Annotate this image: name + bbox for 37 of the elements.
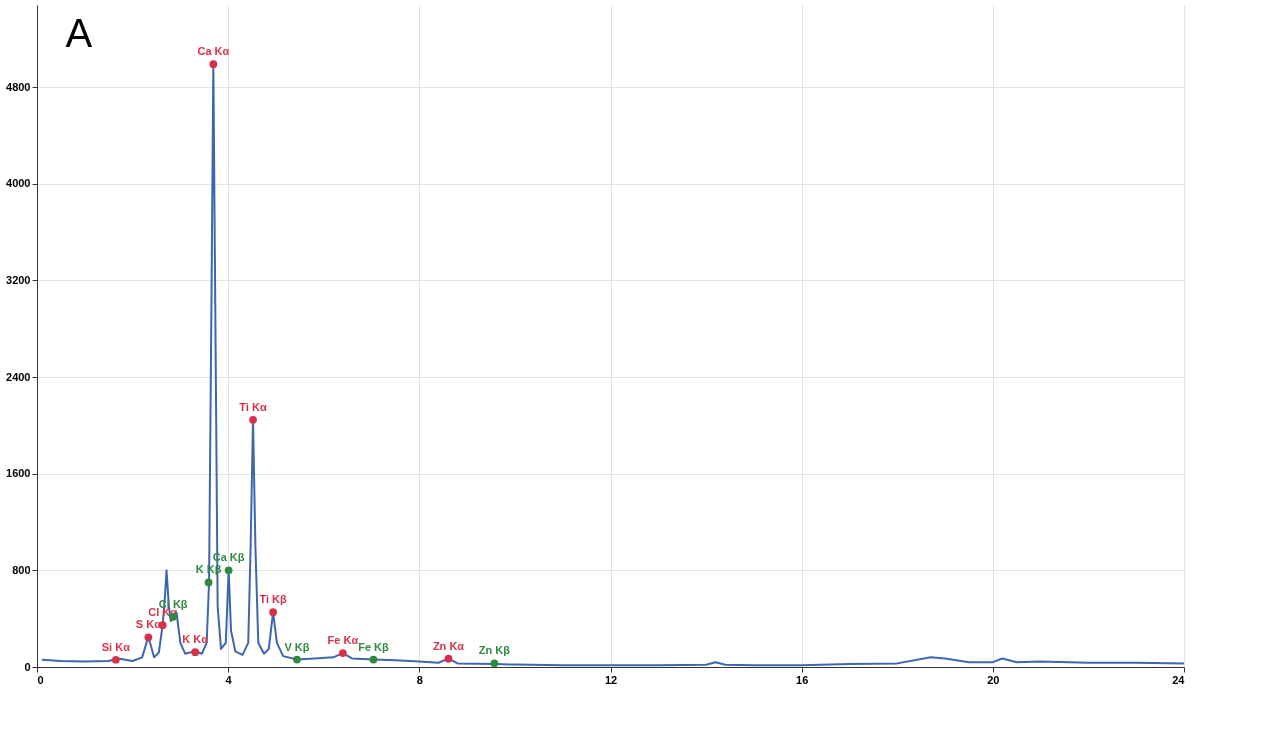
x-tick-label: 8	[416, 673, 423, 686]
point	[293, 655, 301, 664]
data-label: Fe Kα	[327, 634, 359, 647]
x-tick-label: 4	[225, 673, 233, 686]
data-label: Ca Kα	[197, 45, 230, 58]
x-tick-label: 12	[604, 673, 618, 686]
data-label: Ti Kα	[239, 400, 267, 413]
point	[224, 566, 233, 575]
point	[111, 655, 120, 664]
chart-title: A	[65, 11, 93, 55]
point	[269, 608, 277, 617]
data-label: Ti Kβ	[259, 593, 288, 606]
point	[191, 648, 200, 657]
point	[209, 60, 218, 69]
x-tick-label: 0	[37, 673, 44, 686]
point	[204, 578, 213, 587]
y-tick-label: 0	[24, 660, 31, 673]
data-label: Si Kα	[101, 640, 131, 653]
data-label: V Kβ	[284, 640, 310, 653]
y-tick-label: 3200	[6, 273, 31, 286]
y-tick-label: 1600	[6, 467, 31, 480]
y-tick-label: 4800	[6, 80, 31, 93]
x-tick-label: 20	[987, 673, 1000, 686]
point	[338, 649, 347, 657]
data-label: Zn Kα	[432, 639, 465, 652]
x-tick-label: 24	[1172, 673, 1186, 686]
y-tick-label: 4000	[6, 177, 31, 190]
point	[144, 633, 153, 642]
y-tick-label: 800	[12, 563, 31, 576]
data-label: Zn Kβ	[478, 644, 511, 657]
x-tick-label: 16	[796, 673, 809, 686]
point	[369, 655, 378, 664]
point	[249, 415, 257, 424]
data-label: Fe Kβ	[358, 640, 390, 653]
point	[490, 659, 499, 668]
y-tick-label: 2400	[6, 370, 31, 383]
point	[444, 654, 453, 663]
